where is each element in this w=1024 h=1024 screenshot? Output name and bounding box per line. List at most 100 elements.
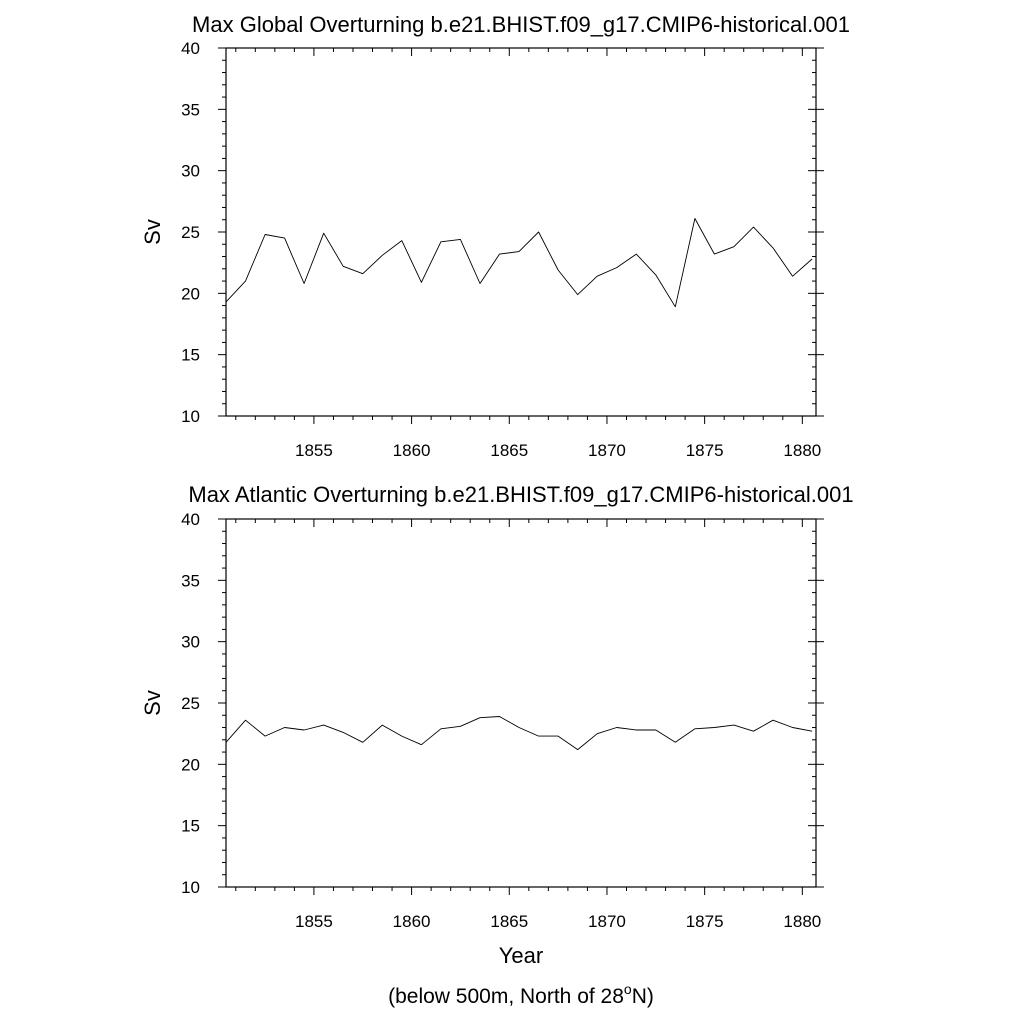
tick-labels-atlantic: 10 15 20 25 30 35 40 1855 1860 1865 1870 1875 1880 <box>181 510 821 931</box>
data-point-atlantic <box>284 727 285 728</box>
chart-title-global: Max Global Overturning b.e21.BHIST.f09_g… <box>192 12 850 37</box>
data-point-global <box>421 282 422 283</box>
data-point-atlantic <box>792 727 793 728</box>
data-point-atlantic <box>382 724 383 725</box>
y-tick-label-atlantic: 30 <box>181 633 200 652</box>
data-point-atlantic <box>245 720 246 721</box>
data-point-global <box>792 276 793 277</box>
data-point-global <box>499 253 500 254</box>
y-tick-label-global: 25 <box>181 223 200 242</box>
plot-frame-atlantic <box>225 518 817 888</box>
x-tick-label-atlantic: 1880 <box>783 912 821 931</box>
data-point-atlantic <box>304 729 305 730</box>
y-axis-label-atlantic: Sv <box>140 690 165 716</box>
data-point-atlantic <box>694 728 695 729</box>
x-tick-label-global: 1855 <box>295 441 333 460</box>
y-tick-label-atlantic: 25 <box>181 694 200 713</box>
y-tick-label-atlantic: 15 <box>181 817 200 836</box>
data-point-global <box>577 294 578 295</box>
data-point-atlantic <box>636 729 637 730</box>
data-point-global <box>538 231 539 232</box>
data-point-atlantic <box>440 728 441 729</box>
x-tick-label-atlantic: 1855 <box>295 912 333 931</box>
data-point-global <box>616 267 617 268</box>
y-tick-label-global: 30 <box>181 162 200 181</box>
data-point-atlantic <box>538 736 539 737</box>
data-point-atlantic <box>264 736 265 737</box>
data-point-atlantic <box>499 716 500 717</box>
data-point-atlantic <box>597 733 598 734</box>
data-point-global <box>323 233 324 234</box>
data-point-global <box>382 255 383 256</box>
x-tick-label-atlantic: 1865 <box>490 912 528 931</box>
x-tick-label-global: 1860 <box>393 441 431 460</box>
y-tick-label-atlantic: 20 <box>181 755 200 774</box>
data-point-global <box>401 240 402 241</box>
data-point-global <box>714 253 715 254</box>
data-point-global <box>753 226 754 227</box>
data-point-atlantic <box>714 727 715 728</box>
data-point-atlantic <box>733 724 734 725</box>
y-axis-label-global: Sv <box>140 219 165 245</box>
data-point-global <box>518 251 519 252</box>
data-point-atlantic <box>655 729 656 730</box>
footer-caption: (below 500m, North of 28oN) <box>388 981 654 1008</box>
data-point-global <box>597 276 598 277</box>
plot-frame-global <box>225 47 817 417</box>
tick-labels-global: 10 15 20 25 30 35 40 1855 1860 1865 1870 1875 1880 <box>181 39 821 460</box>
data-point-atlantic <box>401 736 402 737</box>
data-point-atlantic <box>558 736 559 737</box>
data-point-atlantic <box>323 724 324 725</box>
x-tick-label-global: 1870 <box>588 441 626 460</box>
data-point-global <box>811 258 812 259</box>
y-tick-label-global: 20 <box>181 284 200 303</box>
data-point-atlantic <box>675 742 676 743</box>
x-tick-label-atlantic: 1870 <box>588 912 626 931</box>
y-tick-label-atlantic: 35 <box>181 571 200 590</box>
data-point-global <box>479 283 480 284</box>
data-point-global <box>362 273 363 274</box>
data-point-atlantic <box>772 720 773 721</box>
atlantic-overturning-panel: Max Atlantic Overturning b.e21.BHIST.f09… <box>140 482 854 968</box>
data-point-global <box>304 283 305 284</box>
plot-area-atlantic <box>225 716 813 751</box>
footer-caption-main: (below 500m, North of 28 <box>388 985 624 1008</box>
x-axis-label: Year <box>499 943 543 968</box>
axis-ticks-global <box>218 47 824 424</box>
data-point-atlantic <box>518 727 519 728</box>
global-overturning-panel: Max Global Overturning b.e21.BHIST.f09_g… <box>140 12 850 460</box>
footer-caption-superscript: o <box>624 981 632 997</box>
data-point-global <box>636 253 637 254</box>
chart-title-atlantic: Max Atlantic Overturning b.e21.BHIST.f09… <box>188 482 853 507</box>
x-tick-label-global: 1875 <box>686 441 724 460</box>
plot-area-global <box>225 218 813 308</box>
y-tick-label-atlantic: 40 <box>181 510 200 529</box>
series-line-atlantic <box>225 716 813 751</box>
data-point-global <box>772 247 773 248</box>
data-point-global <box>245 280 246 281</box>
data-point-atlantic <box>362 742 363 743</box>
x-tick-label-atlantic: 1860 <box>393 912 431 931</box>
y-tick-label-global: 35 <box>181 100 200 119</box>
data-point-global <box>440 241 441 242</box>
series-line-global <box>225 218 813 308</box>
x-tick-label-global: 1880 <box>783 441 821 460</box>
data-point-atlantic <box>343 732 344 733</box>
data-point-atlantic <box>616 727 617 728</box>
data-point-atlantic <box>479 717 480 718</box>
data-point-atlantic <box>460 726 461 727</box>
data-point-global <box>343 266 344 267</box>
data-point-global <box>558 269 559 270</box>
data-point-global <box>733 246 734 247</box>
y-tick-label-atlantic: 10 <box>181 878 200 897</box>
y-tick-label-global: 40 <box>181 39 200 58</box>
y-tick-label-global: 15 <box>181 346 200 365</box>
y-tick-label-global: 10 <box>181 407 200 426</box>
data-point-global <box>264 234 265 235</box>
data-point-atlantic <box>421 744 422 745</box>
data-point-global <box>694 218 695 219</box>
data-point-atlantic <box>811 731 812 732</box>
x-tick-label-global: 1865 <box>490 441 528 460</box>
x-tick-label-atlantic: 1875 <box>686 912 724 931</box>
